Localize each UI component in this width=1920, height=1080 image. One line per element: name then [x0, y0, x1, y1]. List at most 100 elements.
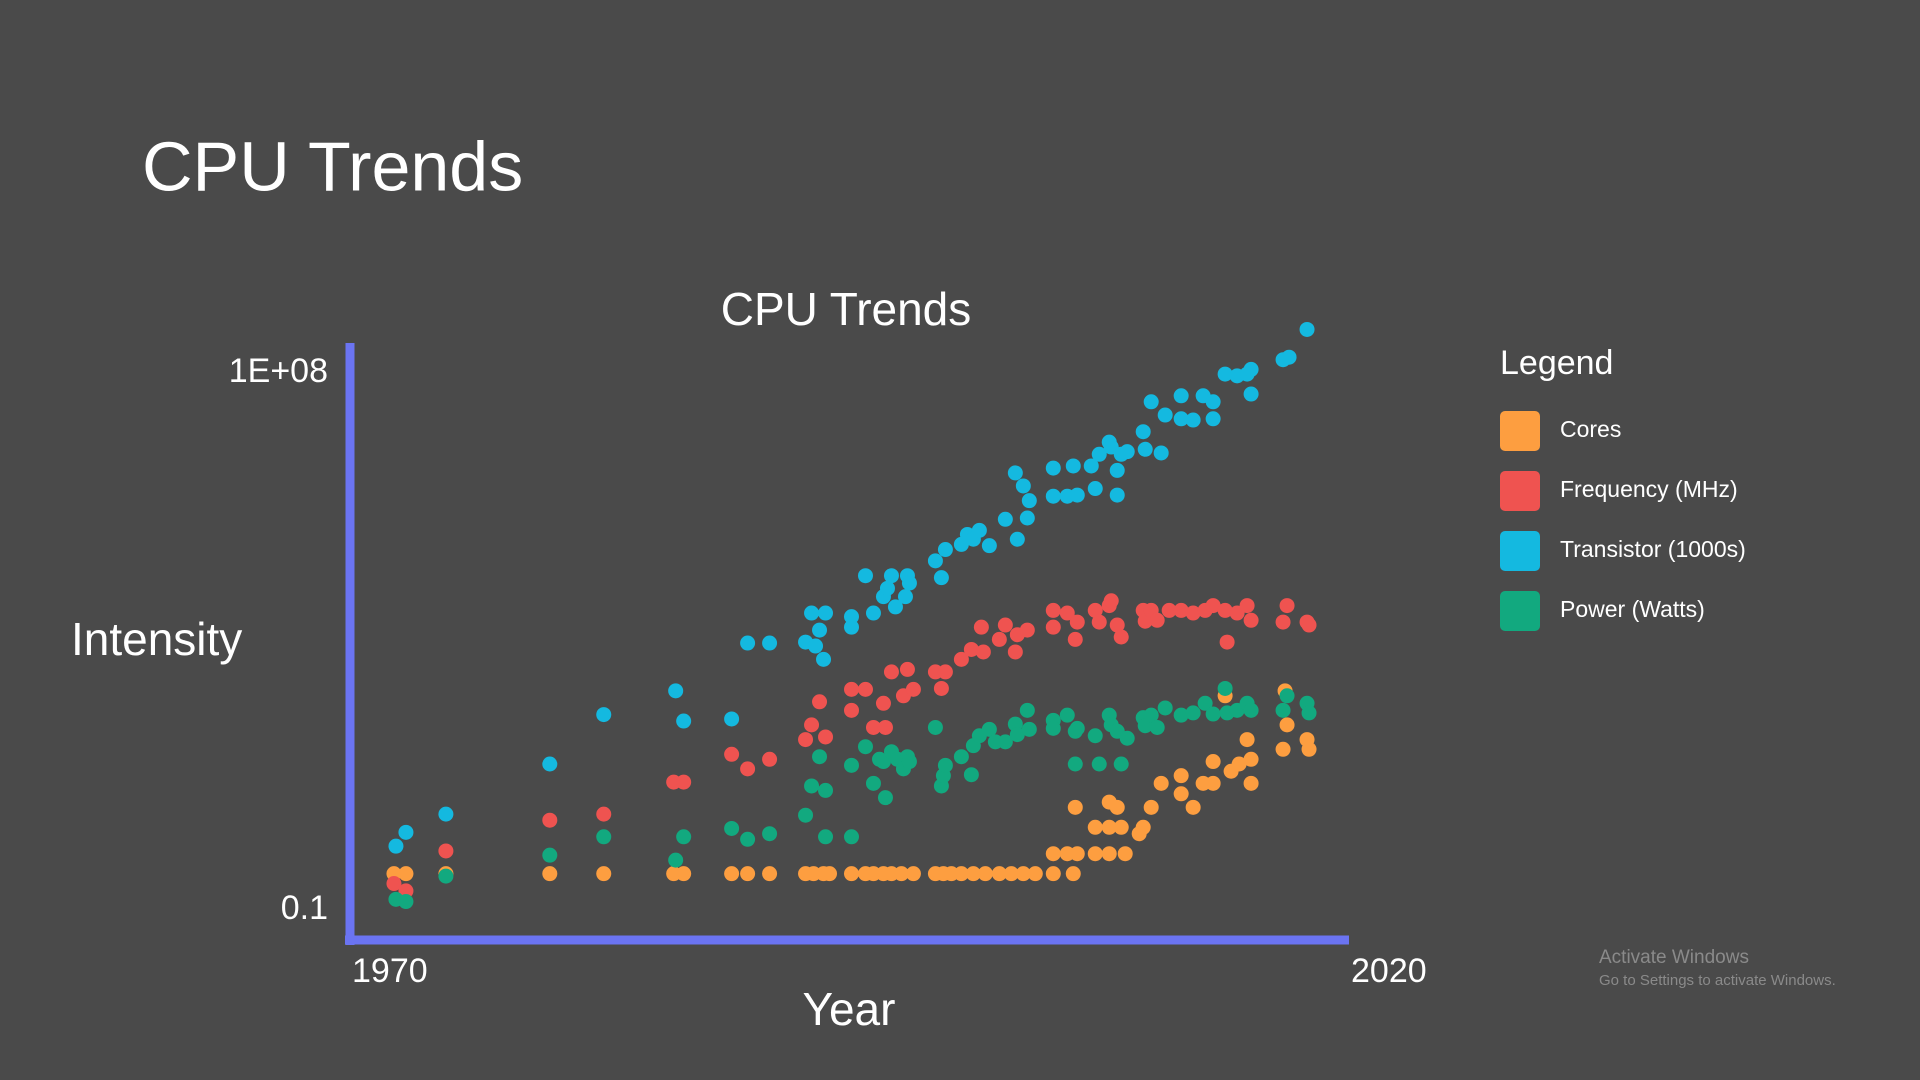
- data-point: [1243, 775, 1259, 791]
- data-point: [388, 838, 404, 854]
- data-point: [596, 707, 612, 723]
- data-point: [981, 538, 997, 554]
- data-point: [843, 702, 859, 718]
- data-point: [1185, 412, 1201, 428]
- data-point: [933, 680, 949, 696]
- data-point: [1009, 727, 1025, 743]
- legend-label: Transistor (1000s): [1560, 536, 1746, 562]
- data-point: [997, 511, 1013, 527]
- chart-title: CPU Trends: [721, 283, 972, 335]
- data-point: [816, 651, 832, 667]
- data-point: [1113, 629, 1129, 645]
- data-point: [804, 605, 820, 621]
- data-point: [991, 631, 1007, 647]
- data-point: [843, 829, 859, 845]
- data-point: [1205, 775, 1221, 791]
- data-point: [953, 651, 969, 667]
- data-point: [1045, 602, 1061, 618]
- data-point: [1231, 756, 1247, 772]
- data-point: [1015, 866, 1031, 882]
- data-point: [1015, 478, 1031, 494]
- data-point: [1205, 754, 1221, 770]
- data-point: [857, 681, 873, 697]
- data-point: [1205, 411, 1221, 427]
- data-point: [997, 617, 1013, 633]
- data-point: [1275, 614, 1291, 630]
- data-point: [1205, 598, 1221, 614]
- data-point: [843, 866, 859, 882]
- data-point: [1185, 705, 1201, 721]
- y-axis-title: Intensity: [71, 613, 242, 665]
- data-point: [927, 553, 943, 569]
- data-point: [1059, 605, 1075, 621]
- data-point: [877, 790, 893, 806]
- data-point: [804, 778, 820, 794]
- data-point: [1087, 481, 1103, 497]
- data-point: [883, 568, 899, 584]
- data-point: [1119, 730, 1135, 746]
- data-point: [542, 756, 558, 772]
- data-point: [1281, 349, 1297, 365]
- data-point: [542, 812, 558, 828]
- data-point: [1173, 411, 1189, 427]
- data-point: [398, 894, 414, 910]
- data-point: [1045, 460, 1061, 476]
- data-point: [1173, 388, 1189, 404]
- data-point: [1217, 366, 1233, 382]
- data-point: [1239, 732, 1255, 748]
- data-point: [668, 852, 684, 868]
- data-point: [1113, 756, 1129, 772]
- watermark-subtitle: Go to Settings to activate Windows.: [1599, 972, 1836, 989]
- data-point: [865, 775, 881, 791]
- data-point: [1021, 721, 1037, 737]
- data-point: [1243, 702, 1259, 718]
- data-point: [438, 843, 454, 859]
- data-point: [1019, 622, 1035, 638]
- data-point: [1243, 612, 1259, 628]
- data-point: [398, 866, 414, 882]
- data-point: [676, 774, 692, 790]
- data-point: [977, 866, 993, 882]
- legend-label: Frequency (MHz): [1560, 476, 1738, 502]
- data-point: [905, 866, 921, 882]
- data-point: [981, 721, 997, 737]
- data-point: [1087, 728, 1103, 744]
- data-point: [1301, 617, 1317, 633]
- data-point: [740, 866, 756, 882]
- data-point: [812, 749, 828, 765]
- data-point: [740, 831, 756, 847]
- data-point: [843, 609, 859, 625]
- data-point: [740, 635, 756, 651]
- data-point: [1087, 819, 1103, 835]
- data-point: [762, 866, 778, 882]
- data-point: [1113, 819, 1129, 835]
- data-point: [875, 695, 891, 711]
- data-point: [808, 638, 824, 654]
- data-point: [1103, 593, 1119, 609]
- data-point: [1173, 707, 1189, 723]
- data-point: [901, 575, 917, 591]
- data-point: [818, 829, 834, 845]
- data-point: [1009, 531, 1025, 547]
- data-point: [1109, 462, 1125, 478]
- data-point: [1243, 386, 1259, 402]
- data-point: [1109, 487, 1125, 503]
- data-point: [1173, 768, 1189, 784]
- data-point: [762, 751, 778, 767]
- data-point: [971, 522, 987, 538]
- legend-swatch: [1500, 471, 1540, 511]
- data-point: [1059, 707, 1075, 723]
- data-point: [1007, 465, 1023, 481]
- legend-swatch: [1500, 531, 1540, 571]
- data-point: [1067, 799, 1083, 815]
- legend-swatch: [1500, 411, 1540, 451]
- data-point: [1279, 598, 1295, 614]
- data-point: [668, 683, 684, 699]
- data-point: [1067, 631, 1083, 647]
- data-point: [1131, 826, 1147, 842]
- data-point: [762, 635, 778, 651]
- data-point: [1091, 614, 1107, 630]
- data-point: [1157, 700, 1173, 716]
- data-point: [857, 568, 873, 584]
